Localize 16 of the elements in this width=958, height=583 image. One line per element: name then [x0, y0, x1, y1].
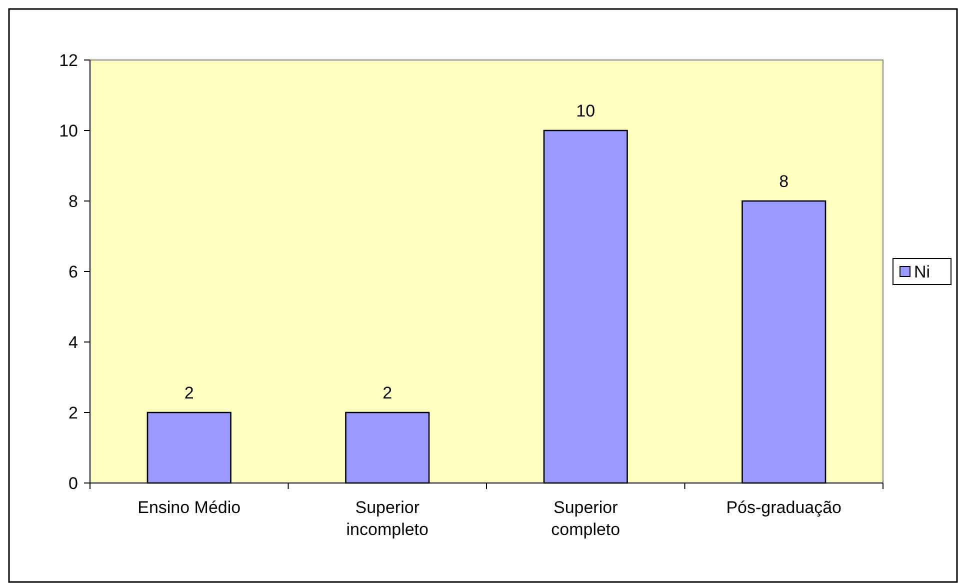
y-tick-label: 12: [59, 51, 78, 70]
data-label: 10: [576, 102, 596, 120]
data-label: 2: [382, 384, 392, 402]
data-label: 8: [779, 172, 789, 191]
x-tick-label: Superior incompleto: [346, 498, 428, 539]
x-tick-label: Ensino Médio: [138, 498, 241, 517]
x-tick-label: Superior completo: [551, 498, 620, 539]
y-tick-label: 4: [68, 333, 78, 352]
y-tick-label: 2: [68, 404, 78, 422]
y-tick-label: 0: [68, 474, 78, 493]
y-tick-label: 6: [68, 262, 78, 282]
legend-label: Ni: [914, 262, 930, 282]
data-label: 2: [184, 384, 194, 402]
y-tick-label: 8: [68, 192, 78, 211]
x-tick-label: Pós-graduação: [726, 498, 842, 517]
y-tick-label: 10: [59, 122, 78, 140]
